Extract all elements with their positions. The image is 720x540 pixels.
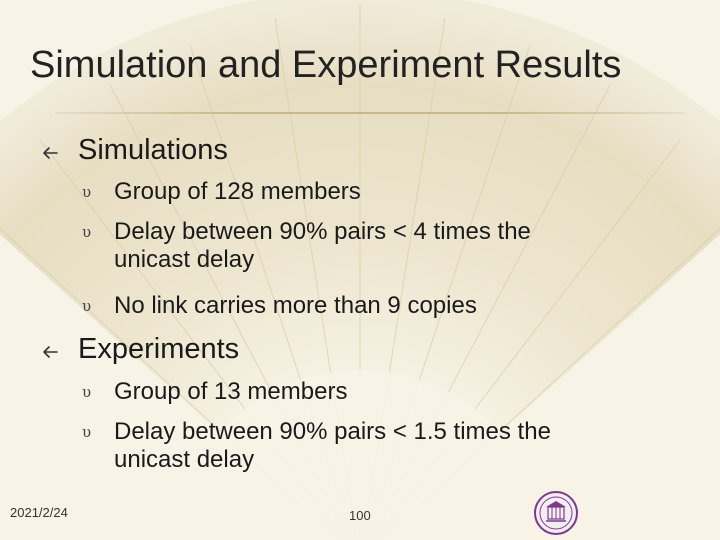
section-heading: Simulations	[78, 134, 228, 166]
footer-date: 2021/2/24	[10, 505, 68, 520]
list-item-text: No link carries more than 9 copies	[114, 292, 477, 319]
section-experiments: Experiments	[40, 333, 239, 366]
list-item: υ Group of 128 members	[82, 178, 634, 206]
section-simulations: Simulations	[40, 134, 228, 167]
list-item-text: Delay between 90% pairs < 1.5 times the …	[114, 418, 551, 473]
list-item-text: Group of 13 members	[114, 378, 348, 405]
bullet-marker: υ	[82, 297, 92, 315]
title-divider	[55, 112, 685, 114]
page-number: 100	[349, 508, 371, 523]
bullet-marker: υ	[82, 383, 92, 401]
list-item-text: Group of 128 members	[114, 178, 361, 205]
arrow-left-icon	[43, 346, 58, 358]
list-item: υ Delay between 90% pairs < 4 times the …	[82, 218, 604, 274]
list-item: υ Group of 13 members	[82, 378, 634, 406]
list-item-text: Delay between 90% pairs < 4 times the un…	[114, 218, 531, 273]
bullet-marker: υ	[82, 423, 92, 441]
list-item: υ No link carries more than 9 copies	[82, 292, 634, 320]
university-seal-icon	[534, 491, 578, 535]
section-heading: Experiments	[78, 333, 240, 365]
slide-title: Simulation and Experiment Results	[30, 44, 622, 86]
list-item: υ Delay between 90% pairs < 1.5 times th…	[82, 418, 624, 474]
bullet-marker: υ	[82, 223, 92, 241]
arrow-left-icon	[43, 147, 58, 159]
bullet-marker: υ	[82, 183, 92, 201]
